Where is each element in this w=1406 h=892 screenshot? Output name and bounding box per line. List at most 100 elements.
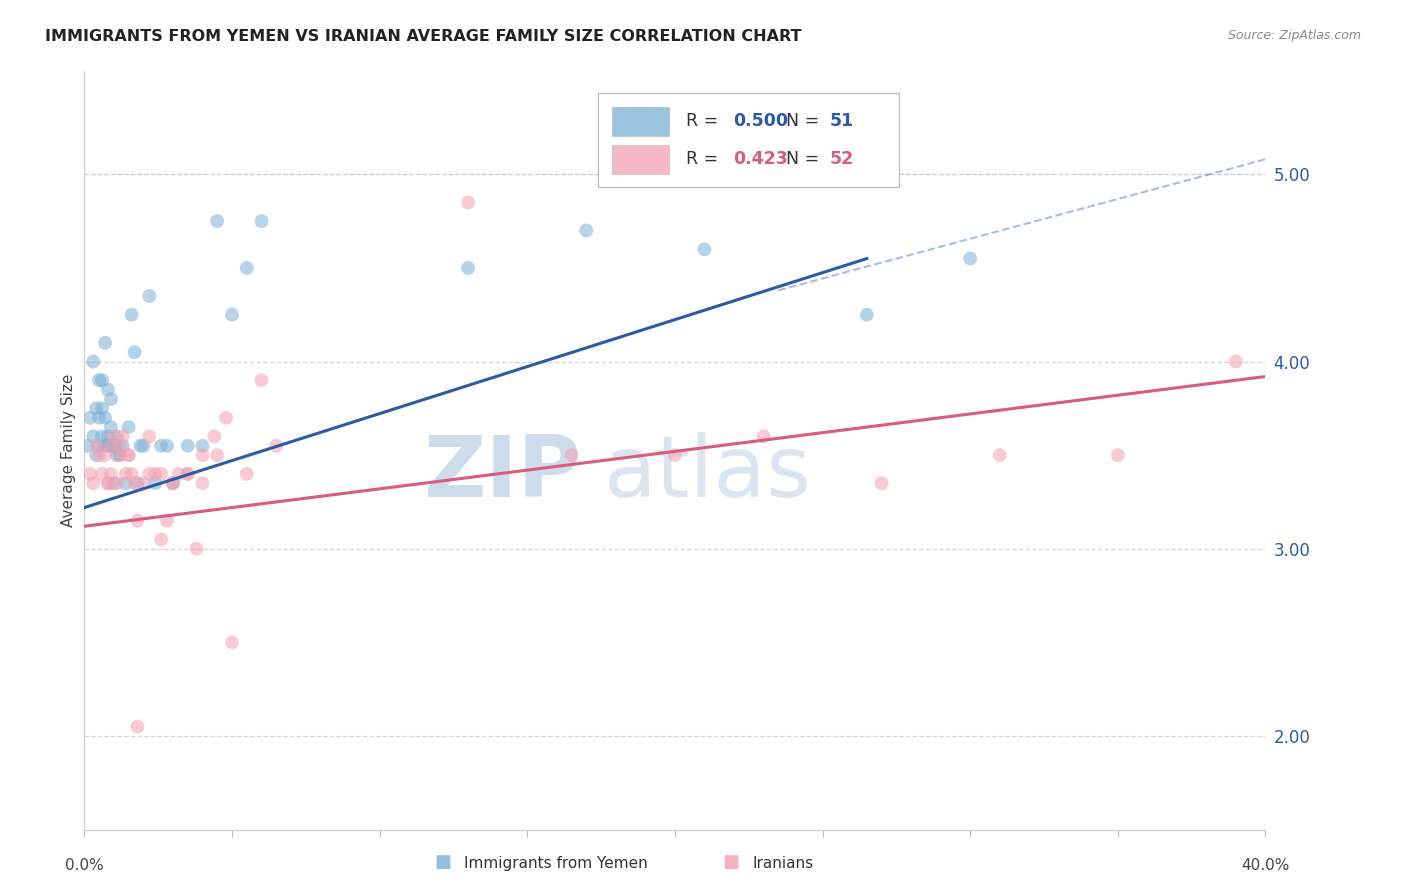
Point (97, 476, 120, 491)
Point (856, 308, 879, 322)
Point (105, 429, 128, 443)
Point (162, 476, 184, 491)
Point (150, 467, 173, 481)
Text: IMMIGRANTS FROM YEMEN VS IRANIAN AVERAGE FAMILY SIZE CORRELATION CHART: IMMIGRANTS FROM YEMEN VS IRANIAN AVERAGE… (45, 29, 801, 44)
Point (250, 214, 273, 228)
Point (150, 439, 173, 453)
Point (82, 354, 104, 368)
Point (143, 467, 166, 481)
Point (693, 242, 716, 256)
Point (103, 439, 125, 453)
Text: R =: R = (686, 112, 723, 130)
Point (91, 429, 114, 443)
Point (100, 420, 122, 434)
Point (988, 448, 1011, 462)
Text: Source: ZipAtlas.com: Source: ZipAtlas.com (1227, 29, 1361, 42)
Text: 51: 51 (830, 112, 853, 130)
Text: N =: N = (786, 112, 825, 130)
Point (79, 410, 101, 425)
Text: R =: R = (686, 151, 723, 169)
Text: 52: 52 (830, 151, 853, 169)
Point (103, 476, 125, 491)
Point (457, 195, 479, 210)
Point (97, 476, 120, 491)
Point (138, 429, 160, 443)
Text: ZIP: ZIP (423, 432, 581, 515)
Point (105, 439, 128, 453)
Point (191, 476, 214, 491)
Text: Immigrants from Yemen: Immigrants from Yemen (464, 855, 648, 871)
Point (266, 439, 288, 453)
Point (124, 476, 146, 491)
Text: 0.500: 0.500 (733, 112, 787, 130)
Point (84, 448, 107, 462)
Point (97, 383, 120, 397)
Point (94, 410, 117, 425)
Point (870, 476, 893, 491)
Point (84, 401, 107, 416)
Point (121, 308, 143, 322)
Point (1107, 448, 1129, 462)
Point (162, 476, 184, 491)
Point (250, 373, 273, 387)
Point (132, 476, 155, 491)
Text: atlas: atlas (605, 432, 813, 515)
Point (138, 467, 160, 481)
Point (114, 467, 136, 481)
Y-axis label: Average Family Size: Average Family Size (60, 374, 76, 527)
Point (177, 467, 200, 481)
Point (186, 541, 208, 556)
Point (91, 373, 114, 387)
Point (127, 476, 149, 491)
Point (76, 439, 98, 453)
Point (127, 514, 149, 528)
FancyBboxPatch shape (612, 145, 669, 174)
Point (177, 467, 200, 481)
Point (108, 439, 131, 453)
Point (105, 476, 128, 491)
FancyBboxPatch shape (612, 107, 669, 136)
Point (94, 335, 117, 350)
Point (118, 448, 141, 462)
FancyBboxPatch shape (598, 93, 900, 187)
Point (457, 260, 479, 275)
Point (129, 439, 152, 453)
Point (1225, 354, 1247, 368)
Point (221, 635, 243, 649)
Point (118, 420, 141, 434)
Point (108, 448, 131, 462)
Point (132, 439, 155, 453)
Point (94, 448, 117, 462)
Point (87, 410, 111, 425)
Point (100, 467, 122, 481)
Point (94, 439, 117, 453)
Point (103, 429, 125, 443)
Point (156, 439, 179, 453)
Text: N =: N = (786, 151, 825, 169)
Point (177, 439, 200, 453)
Point (236, 467, 259, 481)
Point (100, 392, 122, 406)
Point (111, 439, 134, 453)
Point (752, 429, 775, 443)
Point (108, 448, 131, 462)
Point (79, 467, 101, 481)
Point (91, 467, 114, 481)
Point (127, 720, 149, 734)
Point (105, 448, 128, 462)
Point (121, 467, 143, 481)
Point (575, 223, 598, 237)
Point (97, 439, 120, 453)
Point (162, 476, 184, 491)
Point (664, 448, 686, 462)
Point (167, 467, 190, 481)
Point (114, 476, 136, 491)
Text: 0.0%: 0.0% (65, 857, 104, 872)
Point (215, 410, 238, 425)
Point (156, 514, 179, 528)
Point (82, 476, 104, 491)
Point (100, 439, 122, 453)
Point (87, 439, 111, 453)
Point (87, 373, 111, 387)
Text: ■: ■ (434, 853, 451, 871)
